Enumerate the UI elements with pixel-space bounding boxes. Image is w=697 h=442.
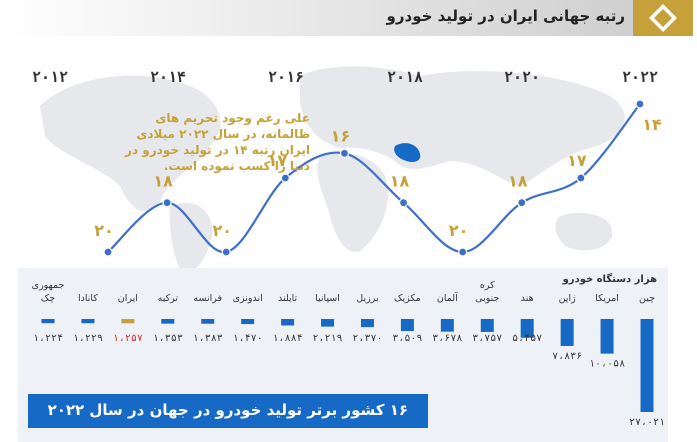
annotation-note: علی رغم وجود تحریم های ظالمانه، در سال ۲… — [125, 111, 310, 173]
bar — [321, 319, 335, 327]
category-label: ترکیه — [158, 293, 179, 304]
rank-label: ۲۰ — [449, 221, 469, 240]
bar — [640, 319, 654, 412]
bar — [201, 319, 215, 324]
bar — [81, 319, 95, 324]
value-label: ۱،۲۲۹ — [73, 333, 103, 344]
category-label: جمهوری — [32, 280, 65, 291]
rank-point — [635, 99, 645, 109]
category-label: چک — [41, 293, 56, 304]
value-label: ۲،۲۱۹ — [312, 333, 342, 344]
rank-label: ۱۷ — [268, 151, 288, 170]
value-label: ۱،۴۷۰ — [233, 333, 263, 344]
rank-label: ۱۶ — [331, 126, 351, 145]
value-label: ۱،۳۵۳ — [153, 333, 183, 344]
value-label: ۲۷،۰۲۱ — [629, 417, 665, 428]
rank-label: ۱۸ — [390, 172, 410, 191]
x-tick-label: ۲۰۱۴ — [150, 68, 186, 86]
bar — [440, 319, 454, 332]
category-label: ژاپن — [559, 293, 577, 304]
page-title: رتبه جهانی ایران در تولید خودرو — [386, 7, 625, 25]
rank-point — [162, 198, 172, 208]
world-map-background — [40, 66, 625, 276]
x-tick-label: ۲۰۱۶ — [268, 68, 304, 86]
bar — [241, 319, 255, 325]
category-label: آلمان — [437, 291, 458, 304]
rank-point — [280, 173, 290, 183]
rank-point — [221, 247, 231, 257]
value-label: ۵،۴۵۷ — [512, 333, 542, 344]
category-label: ایران — [118, 293, 138, 304]
rank-point — [458, 247, 468, 257]
header: رتبه جهانی ایران در تولید خودرو — [0, 0, 697, 36]
value-label: ۱،۲۵۷ — [113, 333, 143, 344]
value-label: ۳،۶۷۸ — [432, 333, 462, 344]
category-label: جنوبی — [475, 293, 499, 304]
bar — [600, 319, 614, 354]
rank-point — [339, 148, 350, 158]
bar — [281, 319, 295, 326]
rank-label: ۱۷ — [567, 151, 587, 170]
bar — [560, 319, 574, 346]
category-label: فرانسه — [193, 293, 222, 304]
value-label: ۱،۸۸۴ — [273, 333, 303, 344]
rank-point — [517, 198, 527, 208]
caption-box: ۱۶ کشور برتر تولید خودرو در جهان در سال … — [28, 394, 428, 428]
header-band — [0, 0, 640, 36]
rank-label: ۱۴ — [642, 115, 662, 134]
value-label: ۲،۳۷۰ — [352, 333, 382, 344]
rank-label: ۲۰ — [212, 221, 232, 240]
x-tick-label: ۲۰۱۲ — [32, 68, 68, 86]
category-label: مکزیک — [394, 293, 421, 304]
value-label: ۱،۲۲۴ — [33, 333, 63, 344]
category-label: برزیل — [356, 293, 378, 304]
category-label: کانادا — [78, 293, 98, 304]
bar — [41, 319, 55, 324]
rank-point — [103, 247, 113, 257]
unit-label: هزار دستگاه خودرو — [562, 274, 657, 285]
rank-label: ۱۸ — [508, 172, 528, 191]
category-label: چین — [639, 293, 655, 304]
iran-map-shape — [394, 143, 421, 162]
x-tick-label: ۲۰۲۰ — [504, 68, 540, 86]
category-label: اندونزی — [233, 293, 263, 304]
value-label: ۳،۵۰۹ — [392, 333, 422, 344]
rank-point — [576, 173, 586, 183]
value-label: ۷،۸۳۶ — [552, 351, 582, 362]
bar — [520, 319, 534, 338]
category-label: کره — [480, 280, 495, 291]
value-label: ۱،۳۸۳ — [193, 333, 223, 344]
bar-chart-title: ۱۶ کشور برتر تولید خودرو در جهان در سال … — [47, 401, 408, 419]
gold-diamond-icon — [633, 0, 693, 36]
bar — [480, 319, 494, 332]
x-tick-label: ۲۰۱۸ — [387, 68, 423, 86]
rank-line-chart: ۲۰۱۲ ۲۰۱۴ ۲۰۱۶ ۲۰۱۸ ۲۰۲۰ ۲۰۲۲ ۲۰۱۸۲۰۱۷۱۶۱۸۲۰۱… — [32, 68, 662, 257]
bar — [360, 319, 374, 328]
x-tick-label: ۲۰۲۲ — [622, 68, 658, 86]
value-label: ۳،۷۵۷ — [472, 333, 502, 344]
category-label: تایلند — [278, 293, 298, 304]
bar — [161, 319, 175, 324]
rank-label: ۲۰ — [94, 221, 114, 240]
category-label: امریکا — [595, 293, 619, 304]
rank-series-line — [107, 103, 641, 254]
bar-iran — [121, 319, 135, 324]
rank-label: ۱۸ — [153, 172, 173, 191]
bar — [400, 319, 414, 332]
rank-point — [398, 198, 409, 208]
value-label: ۱۰،۰۵۸ — [589, 359, 625, 370]
category-label: اسپانیا — [315, 293, 340, 304]
category-label: هند — [521, 293, 534, 304]
